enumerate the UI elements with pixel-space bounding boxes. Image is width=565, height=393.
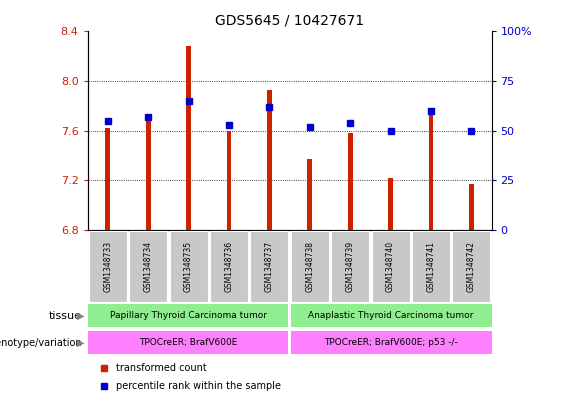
Text: GSM1348735: GSM1348735 (184, 241, 193, 292)
Bar (105, 128, 110, 230)
Bar (388, 178, 393, 230)
FancyBboxPatch shape (129, 231, 167, 302)
FancyBboxPatch shape (250, 231, 288, 302)
Text: GSM1348739: GSM1348739 (346, 241, 355, 292)
FancyBboxPatch shape (331, 231, 369, 302)
Bar (469, 184, 474, 230)
Text: GSM1348737: GSM1348737 (265, 241, 274, 292)
Text: Anaplastic Thyroid Carcinoma tumor: Anaplastic Thyroid Carcinoma tumor (308, 311, 473, 320)
Title: GDS5645 / 10427671: GDS5645 / 10427671 (215, 13, 364, 28)
FancyBboxPatch shape (170, 231, 207, 302)
Text: GSM1348733: GSM1348733 (103, 241, 112, 292)
Text: percentile rank within the sample: percentile rank within the sample (116, 381, 281, 391)
Text: Papillary Thyroid Carcinoma tumor: Papillary Thyroid Carcinoma tumor (110, 311, 267, 320)
Text: GSM1348742: GSM1348742 (467, 241, 476, 292)
Text: TPOCreER; BrafV600E; p53 -/-: TPOCreER; BrafV600E; p53 -/- (324, 338, 458, 347)
Bar (428, 108, 433, 230)
Text: GSM1348738: GSM1348738 (305, 241, 314, 292)
FancyBboxPatch shape (291, 231, 329, 302)
FancyBboxPatch shape (372, 231, 410, 302)
FancyBboxPatch shape (88, 304, 288, 327)
Bar (186, 46, 191, 230)
Text: ▶: ▶ (77, 310, 85, 321)
FancyBboxPatch shape (453, 231, 490, 302)
Bar (146, 121, 151, 230)
FancyBboxPatch shape (89, 231, 127, 302)
FancyBboxPatch shape (88, 331, 288, 354)
Text: GSM1348741: GSM1348741 (427, 241, 436, 292)
Text: GSM1348734: GSM1348734 (144, 241, 153, 292)
Bar (347, 133, 353, 230)
FancyBboxPatch shape (291, 331, 492, 354)
Bar (227, 130, 232, 230)
Text: transformed count: transformed count (116, 363, 207, 373)
FancyBboxPatch shape (291, 304, 492, 327)
Text: ▶: ▶ (77, 338, 85, 348)
FancyBboxPatch shape (210, 231, 248, 302)
Text: GSM1348736: GSM1348736 (224, 241, 233, 292)
Text: tissue: tissue (49, 310, 82, 321)
Text: TPOCreER; BrafV600E: TPOCreER; BrafV600E (140, 338, 238, 347)
Text: genotype/variation: genotype/variation (0, 338, 82, 348)
FancyBboxPatch shape (412, 231, 450, 302)
Bar (307, 159, 312, 230)
Text: GSM1348740: GSM1348740 (386, 241, 395, 292)
Bar (267, 90, 272, 230)
